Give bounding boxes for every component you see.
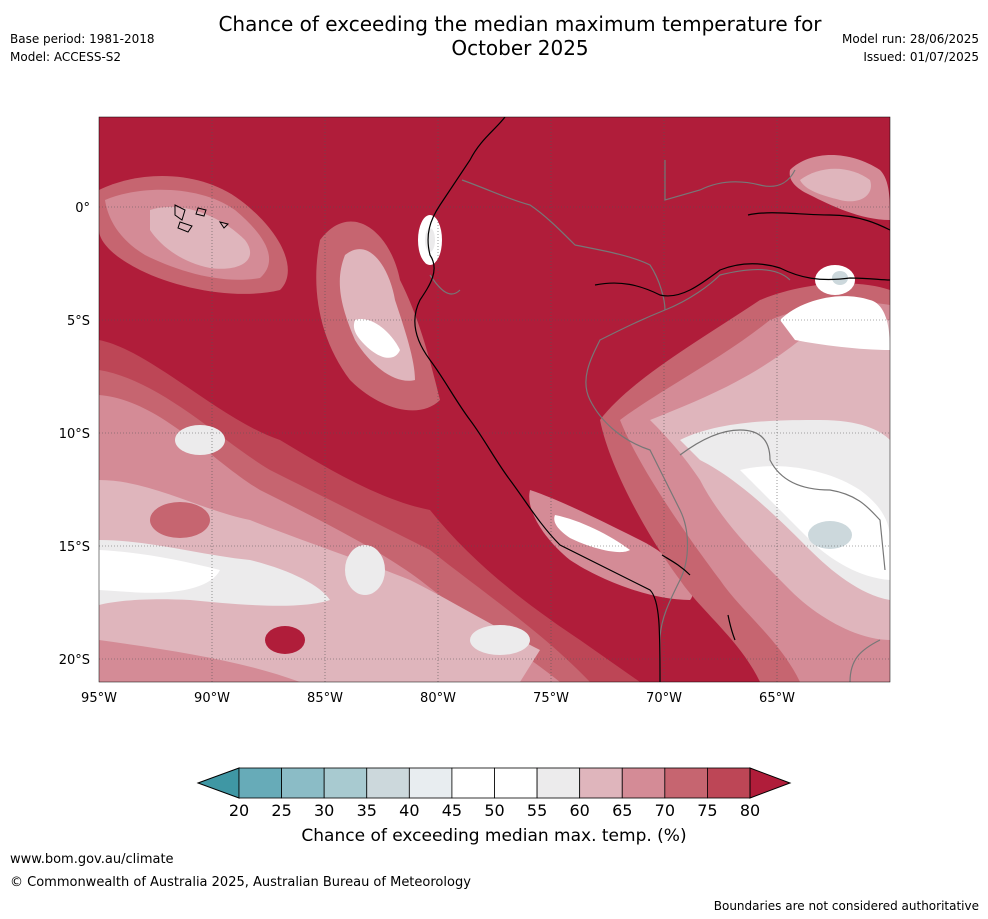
lon-label: 65°W: [759, 691, 795, 706]
map-title: Chance of exceeding the median maximum t…: [150, 12, 890, 60]
lon-label: 95°W: [81, 691, 117, 706]
gridlines: [99, 117, 890, 682]
colorbar-cell: [579, 767, 623, 799]
north-east-60: [800, 168, 871, 202]
lon-label: 75°W: [533, 691, 569, 706]
colorbar-ticks: 20 25 30 35 40 45 50 55 60 65 70 75 80: [229, 801, 760, 820]
colorbar-label: Chance of exceeding median max. temp. (%…: [301, 826, 687, 846]
colorbar-cell: [451, 767, 495, 799]
colorbar-tick-label: 80: [740, 801, 760, 820]
patch-d: [265, 626, 305, 654]
model-run-text: Model run: 28/06/2025: [841, 32, 979, 46]
issued-text: Issued: 01/07/2025: [863, 50, 979, 64]
peru-offshore-50: [353, 319, 400, 358]
patch-b: [345, 545, 385, 595]
footer-note: Boundaries are not considered authoritat…: [713, 899, 979, 913]
colorbar-cell: [536, 767, 581, 799]
colorbar-tick-label: 65: [612, 801, 632, 820]
lon-label: 80°W: [420, 691, 456, 706]
footer-copyright: © Commonwealth of Australia 2025, Austra…: [10, 875, 471, 890]
colorbar-tick-label: 45: [442, 801, 462, 820]
patch-a: [175, 425, 225, 455]
colorbar-cell: [707, 767, 751, 799]
colorbar-tick-label: 30: [314, 801, 334, 820]
lon-label: 70°W: [646, 691, 682, 706]
coastline: [414, 117, 890, 682]
lat-label: 15°S: [59, 540, 90, 555]
colorbar-tick-label: 75: [697, 801, 717, 820]
colorbar-cell: [664, 767, 708, 799]
colorbar-tick-label: 55: [527, 801, 547, 820]
colorbar-cell: [366, 767, 410, 799]
lat-label: 0°: [75, 201, 90, 216]
lat-label: 5°S: [67, 314, 90, 329]
colorbar-tick-label: 60: [569, 801, 589, 820]
colorbar-cell: [408, 767, 453, 799]
colorbar-min-extend: [196, 767, 240, 799]
lon-label: 90°W: [194, 691, 230, 706]
colorbar-tick-label: 25: [271, 801, 291, 820]
lat-label: 20°S: [59, 653, 90, 668]
colorbar-cell: [281, 767, 325, 799]
colorbar-tick-label: 35: [357, 801, 377, 820]
colorbar-tick-label: 20: [229, 801, 249, 820]
colorbar-cell: [323, 767, 368, 799]
galapagos-islands: [174, 204, 229, 233]
meta-left: Base period: 1981-2018 Model: ACCESS-S2: [10, 30, 155, 66]
colorbar-tick-label: 70: [655, 801, 675, 820]
colorbar-tick-label: 50: [484, 801, 504, 820]
footer-url: www.bom.gov.au/climate: [10, 852, 174, 867]
lat-label: 10°S: [59, 427, 90, 442]
pacific-sw-band-60: [99, 480, 540, 682]
title-line-1: Chance of exceeding the median maximum t…: [218, 12, 822, 36]
interior-east-50: [740, 466, 890, 580]
colorbar-tick-label: 40: [399, 801, 419, 820]
meta-right: Model run: 28/06/2025 Issued: 01/07/2025: [842, 30, 979, 66]
forecast-map: [99, 117, 890, 682]
colorbar-cells: [238, 767, 751, 799]
coastal-peru-50: [554, 515, 630, 553]
patch-c: [470, 625, 530, 655]
colorbar-cell: [238, 767, 282, 799]
colorbar-cell: [494, 767, 538, 799]
colorbar-max-extend: [749, 767, 792, 799]
country-boundaries: [429, 160, 886, 682]
pacific-sw-band-50: [99, 550, 220, 593]
base-period-text: Base period: 1981-2018: [10, 32, 155, 46]
colorbar: 20 25 30 35 40 45 50 55 60 65 70 75 80: [196, 767, 792, 820]
galapagos-60: [150, 206, 251, 269]
patch-e: [150, 502, 210, 538]
lon-label: 85°W: [307, 691, 343, 706]
colorbar-cell: [621, 767, 666, 799]
map-frame: [98, 116, 891, 683]
model-text: Model: ACCESS-S2: [10, 50, 122, 64]
interior-north-50: [780, 296, 890, 350]
blue-patch: [808, 521, 852, 549]
title-line-2: October 2025: [451, 36, 589, 60]
